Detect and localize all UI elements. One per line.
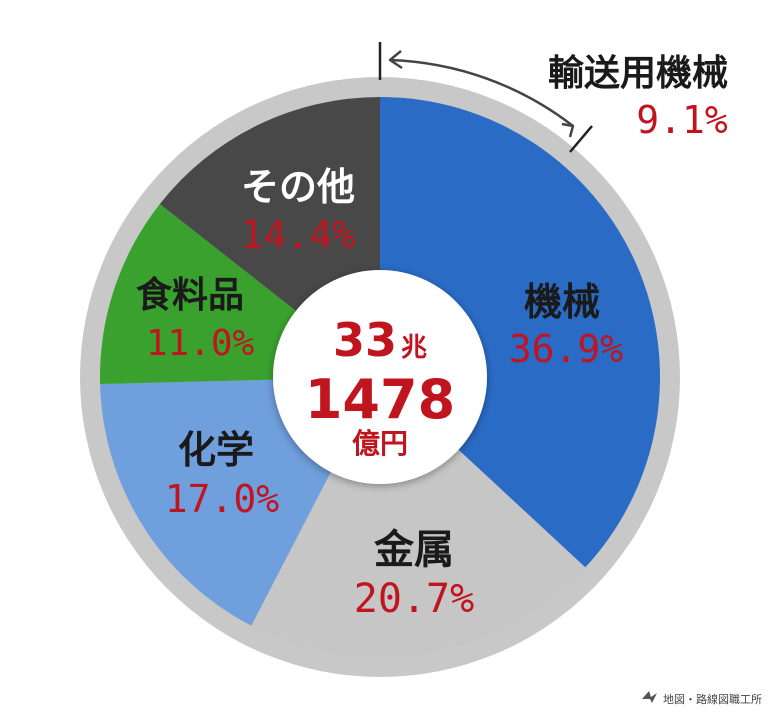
value-metal: 20.7% — [354, 576, 474, 622]
credit-text: 地図・路線図職工所 — [663, 692, 762, 706]
label-metal: 金属 — [373, 527, 454, 573]
sub-slice-arrowhead-end — [561, 122, 575, 138]
slice-machinery — [380, 96, 661, 568]
logo-icon — [642, 691, 657, 703]
label-machinery: 機械 — [524, 280, 600, 324]
sub-slice-arrowhead-start — [388, 50, 403, 70]
label-food: 食料品 — [136, 275, 244, 316]
value-transport-machinery: 9.1% — [636, 98, 728, 142]
total-unit-1: 兆 — [401, 333, 427, 363]
value-chemical: 17.0% — [165, 477, 280, 521]
label-other: その他 — [241, 165, 355, 209]
total-unit-2: 億円 — [352, 427, 408, 460]
slice-metal — [251, 377, 586, 658]
total-main: 33 — [333, 313, 397, 367]
center-disc — [273, 270, 487, 484]
total-sub: 1478 — [305, 368, 455, 431]
label-chemical: 化学 — [178, 428, 254, 472]
label-transport-machinery: 輸送用機械 — [548, 53, 728, 94]
value-food: 11.0% — [146, 323, 255, 364]
value-machinery: 36.9% — [509, 327, 624, 371]
value-other: 14.4% — [241, 213, 356, 257]
sub-slice-tick-end — [569, 125, 593, 153]
credit: 地図・路線図職工所 — [642, 691, 762, 706]
sub-slice-arc — [389, 58, 574, 127]
total-line1: 33 兆 — [333, 313, 427, 367]
